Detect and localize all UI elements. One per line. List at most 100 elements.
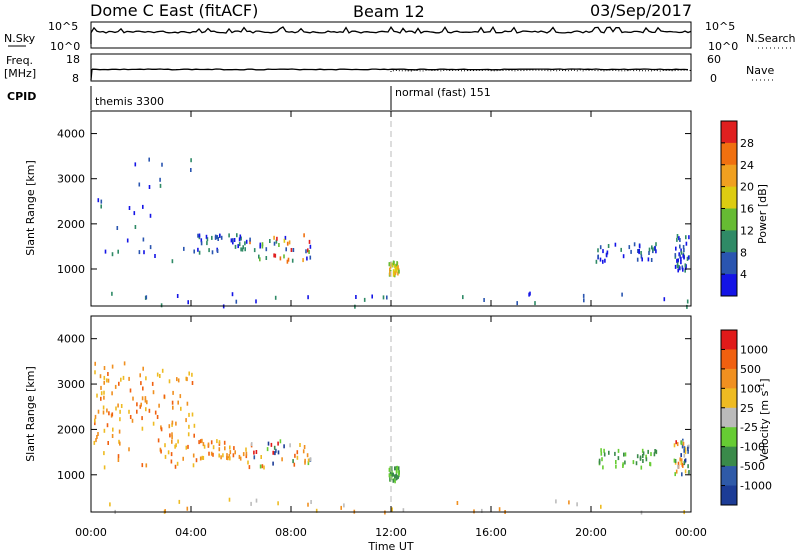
range-cell xyxy=(164,509,166,514)
range-cell xyxy=(133,211,136,216)
range-cell xyxy=(391,507,393,512)
range-cell xyxy=(604,258,606,263)
range-cell xyxy=(641,257,643,262)
range-cell xyxy=(234,450,236,455)
range-cell xyxy=(600,451,603,456)
range-cell xyxy=(296,455,299,460)
range-cell xyxy=(576,502,578,507)
range-cell xyxy=(394,271,397,276)
velocity-colorbar: 1000 500 100 25 -25 -100 -500 -1000 xyxy=(720,329,772,506)
range-cell xyxy=(599,245,602,250)
y-tick-label: 3000 xyxy=(57,378,85,391)
range-cell xyxy=(674,264,677,269)
nsearch-label: N.Search xyxy=(746,32,796,45)
range-cell xyxy=(177,439,179,444)
power-cells xyxy=(97,157,690,309)
range-cell xyxy=(193,249,195,254)
range-cell xyxy=(685,241,688,246)
range-cell xyxy=(139,373,141,378)
range-cell xyxy=(273,235,275,240)
range-cell xyxy=(159,177,161,182)
range-cell xyxy=(687,255,690,260)
power-ylabel: Slant Range [km] xyxy=(24,160,37,256)
range-cell xyxy=(131,418,134,423)
range-cell xyxy=(371,294,373,299)
range-cell xyxy=(123,361,126,366)
range-cell xyxy=(483,298,485,302)
range-cell xyxy=(389,470,392,475)
power-colorbar: 4 8 12 16 20 24 28 xyxy=(720,120,754,297)
range-cell xyxy=(238,454,241,459)
range-cell xyxy=(177,378,180,383)
colorbar-tick-label: -1000 xyxy=(740,480,772,493)
range-cell xyxy=(402,508,405,513)
range-cell xyxy=(621,292,623,297)
range-cell xyxy=(100,396,102,401)
range-cell xyxy=(188,424,190,429)
range-cell xyxy=(687,446,689,451)
range-cell xyxy=(649,461,651,466)
range-cell xyxy=(138,250,141,255)
y-tick-label: 3000 xyxy=(57,173,85,186)
range-cell xyxy=(160,449,162,454)
nsky-ytick-top: 10^5 xyxy=(48,20,78,33)
plot-title: Dome C East (fitACF) xyxy=(90,1,258,20)
range-cell xyxy=(382,295,385,300)
range-cell xyxy=(255,498,258,503)
range-cell xyxy=(158,403,160,408)
range-cell xyxy=(617,456,620,461)
range-cell xyxy=(677,268,679,273)
range-cell xyxy=(393,263,396,268)
range-cell xyxy=(253,248,256,253)
range-cell xyxy=(620,247,622,252)
range-cell xyxy=(198,233,201,238)
range-cell xyxy=(363,297,366,302)
range-cell xyxy=(109,502,111,507)
range-cell xyxy=(676,442,679,447)
range-cell xyxy=(389,267,391,272)
range-cell xyxy=(654,449,656,453)
range-cell xyxy=(171,439,173,444)
range-cell xyxy=(93,440,96,445)
range-cell xyxy=(116,226,119,230)
range-cell xyxy=(638,244,641,249)
range-cell xyxy=(680,458,683,463)
range-cell xyxy=(263,465,265,470)
range-cell xyxy=(203,444,206,449)
range-cell xyxy=(600,504,602,509)
range-cell xyxy=(676,237,678,242)
range-cell xyxy=(607,244,610,248)
range-cell xyxy=(292,459,294,464)
range-cell xyxy=(647,449,649,454)
range-cell xyxy=(191,381,194,385)
range-cell xyxy=(273,445,276,450)
range-cell xyxy=(678,236,680,241)
range-cell xyxy=(154,410,157,415)
range-cell xyxy=(682,267,684,272)
range-cell xyxy=(258,254,260,259)
range-cell xyxy=(276,236,278,241)
range-cell xyxy=(97,198,100,203)
range-cell xyxy=(655,242,657,247)
range-cell xyxy=(652,247,654,252)
range-cell xyxy=(675,469,678,474)
range-cell xyxy=(239,456,242,461)
range-cell xyxy=(679,254,681,259)
range-cell xyxy=(145,407,147,412)
colorbar-segment xyxy=(721,446,737,467)
range-cell xyxy=(608,450,610,455)
range-cell xyxy=(103,390,105,395)
range-cell xyxy=(238,242,241,247)
range-cell xyxy=(391,262,394,267)
range-cell xyxy=(134,162,137,167)
range-cell xyxy=(214,234,217,239)
range-cell xyxy=(456,501,459,505)
velocity-colorbar-label: Velocity [m s-1] xyxy=(757,378,772,461)
range-cell xyxy=(255,299,257,304)
range-cell xyxy=(245,239,248,244)
range-cell xyxy=(201,438,203,443)
range-cell xyxy=(232,238,234,243)
range-cell xyxy=(391,472,394,477)
colorbar-segment xyxy=(721,230,737,253)
range-cell xyxy=(642,454,644,458)
